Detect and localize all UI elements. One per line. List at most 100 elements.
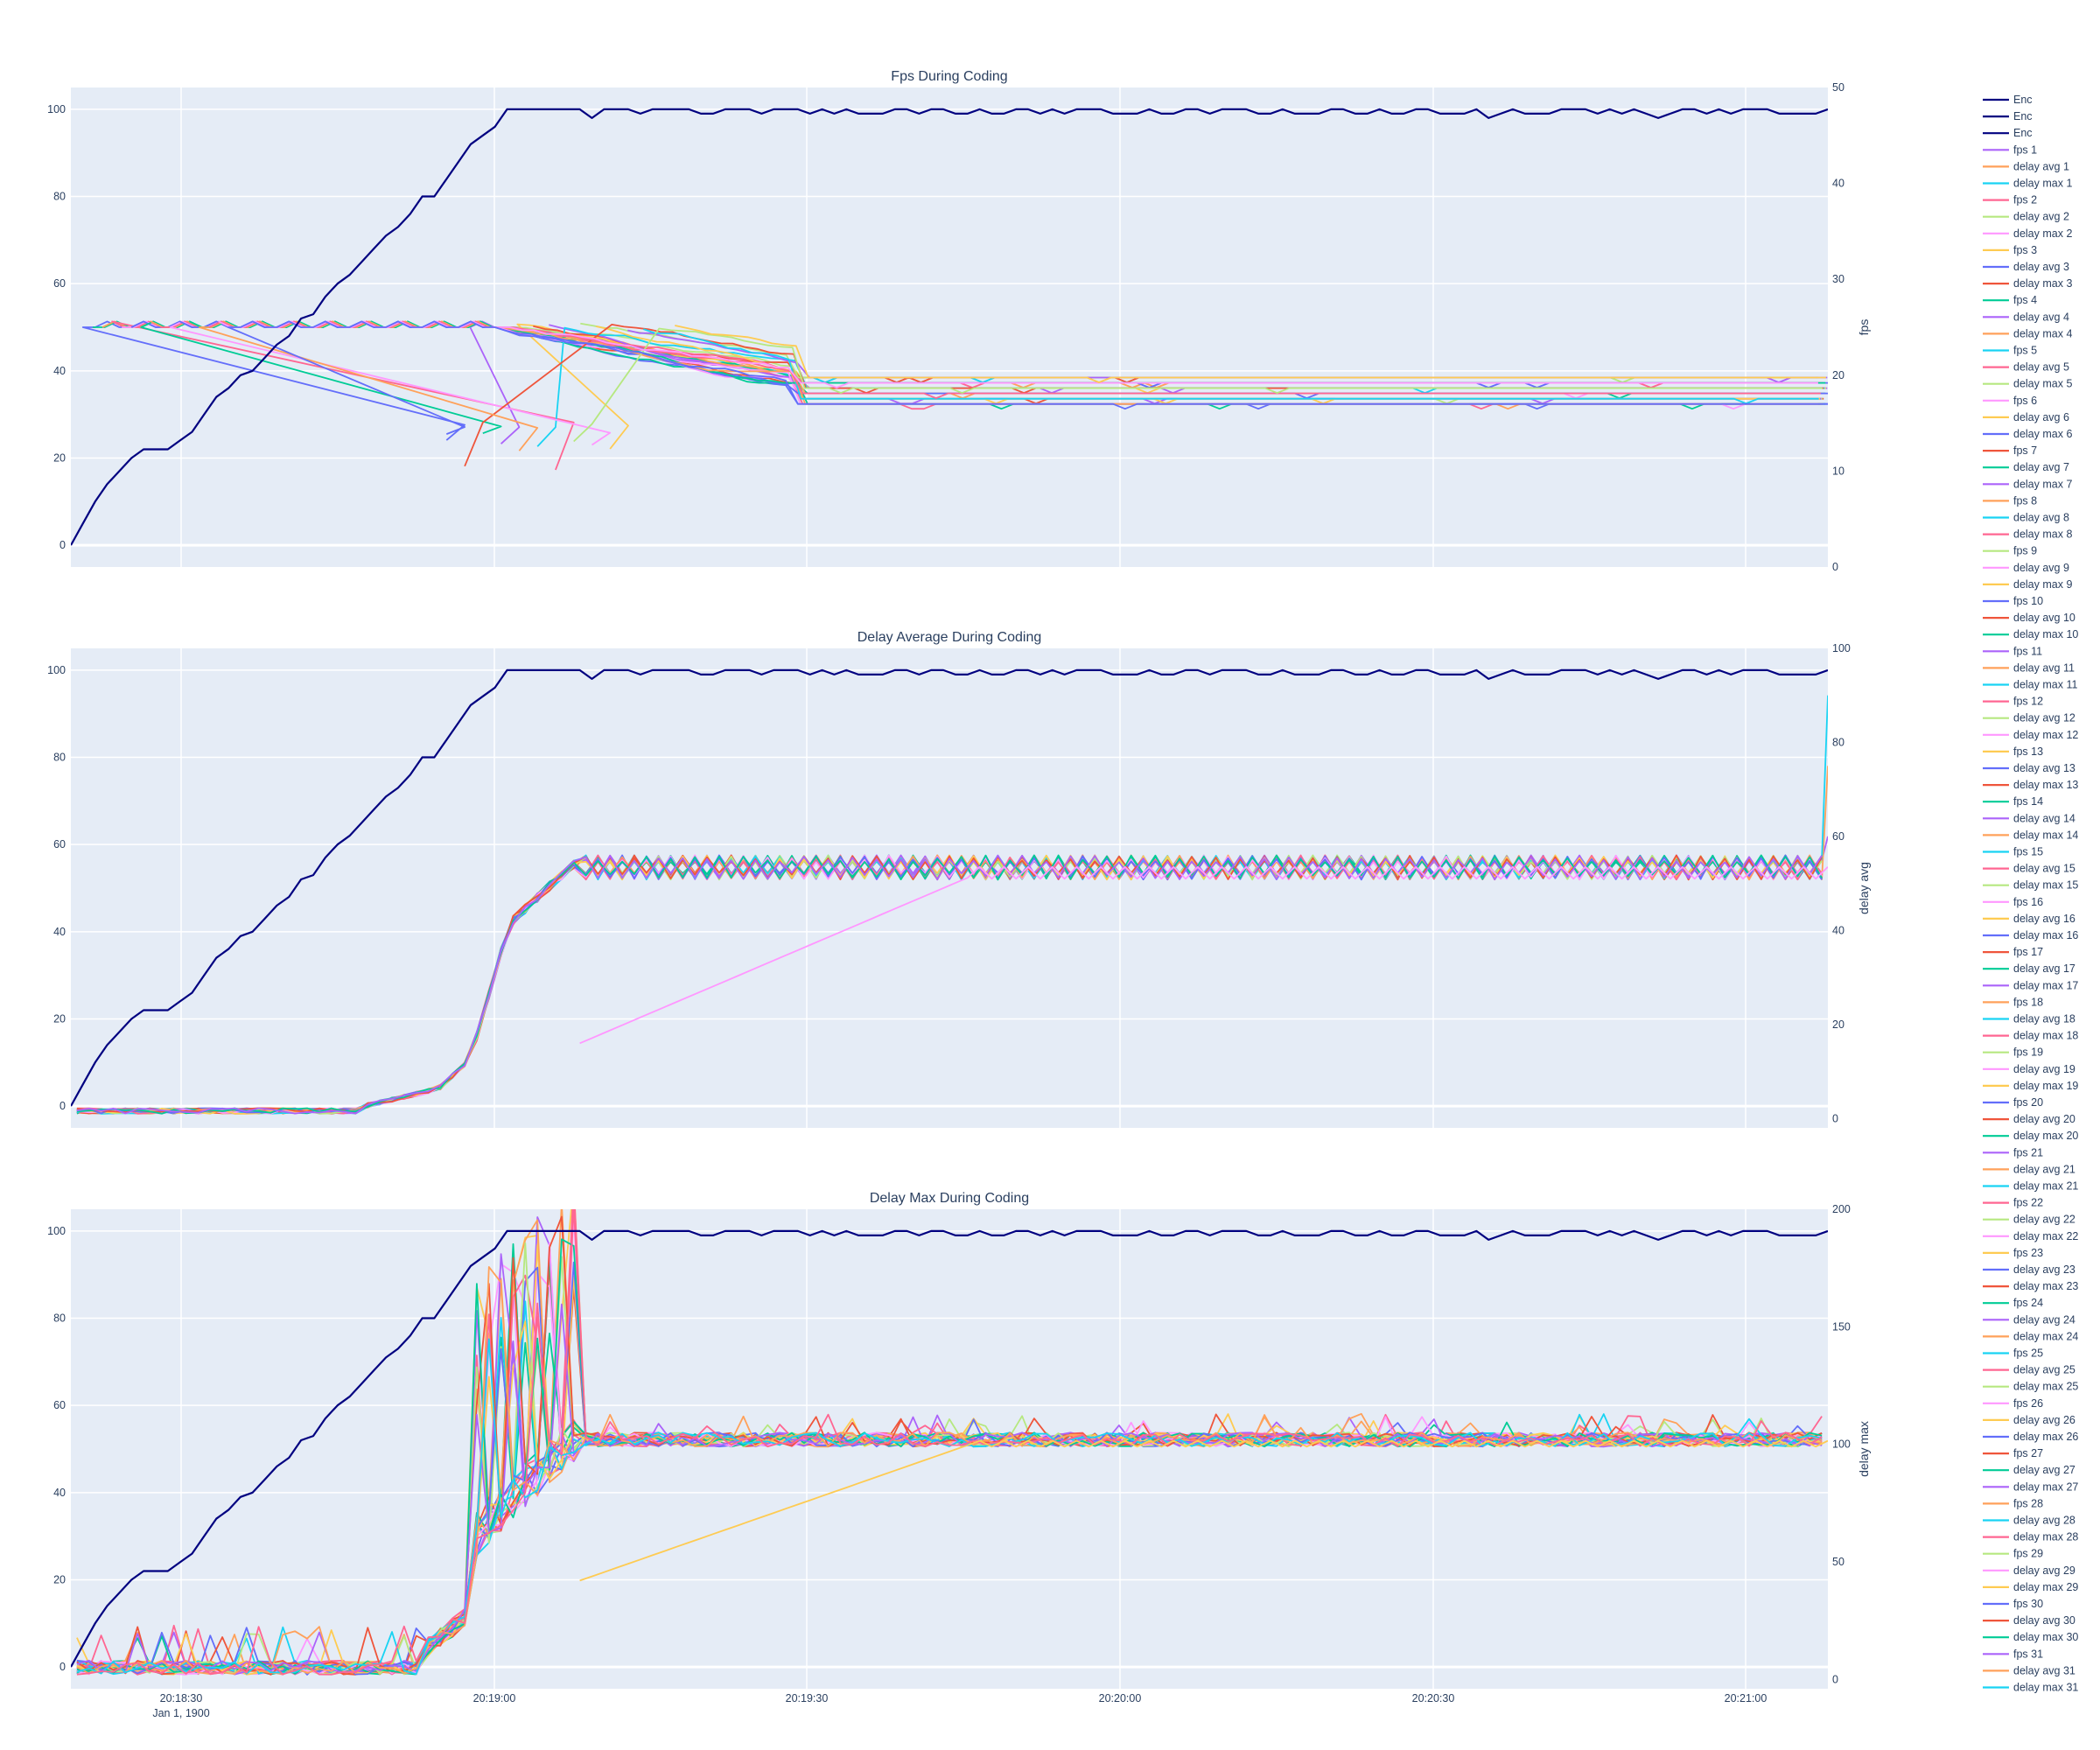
legend-item[interactable]: fps 2 xyxy=(1983,194,2037,206)
legend-item[interactable]: delay avg 15 xyxy=(1983,863,2076,875)
legend-item[interactable]: fps 13 xyxy=(1983,746,2043,758)
legend-item[interactable]: delay max 23 xyxy=(1983,1280,2078,1292)
legend-item[interactable]: fps 26 xyxy=(1983,1397,2043,1410)
legend-item[interactable]: delay max 4 xyxy=(1983,327,2072,340)
legend-item[interactable]: delay avg 28 xyxy=(1983,1515,2076,1527)
legend-item[interactable]: delay avg 27 xyxy=(1983,1464,2076,1476)
legend-item[interactable]: delay max 25 xyxy=(1983,1381,2078,1393)
legend-item[interactable]: delay max 2 xyxy=(1983,228,2072,240)
legend-item[interactable]: delay max 7 xyxy=(1983,478,2072,490)
legend-item[interactable]: delay avg 11 xyxy=(1983,662,2075,674)
legend-item[interactable]: delay avg 22 xyxy=(1983,1214,2076,1226)
legend-item[interactable]: fps 20 xyxy=(1983,1096,2043,1109)
legend-item[interactable]: delay max 19 xyxy=(1983,1080,2078,1092)
legend-item[interactable]: delay max 28 xyxy=(1983,1531,2078,1544)
legend-item[interactable]: delay avg 7 xyxy=(1983,461,2069,473)
legend-item[interactable]: delay avg 3 xyxy=(1983,261,2069,273)
legend-item[interactable]: delay max 26 xyxy=(1983,1431,2078,1443)
legend-item[interactable]: delay max 3 xyxy=(1983,277,2072,290)
legend-item[interactable]: delay avg 26 xyxy=(1983,1414,2076,1426)
legend-item[interactable]: fps 21 xyxy=(1983,1146,2043,1158)
legend-item[interactable]: delay avg 1 xyxy=(1983,160,2069,172)
legend-item[interactable]: delay avg 9 xyxy=(1983,562,2069,574)
legend-item[interactable]: delay avg 23 xyxy=(1983,1264,2076,1276)
legend-item[interactable]: fps 29 xyxy=(1983,1548,2043,1560)
legend-item[interactable]: fps 28 xyxy=(1983,1497,2043,1509)
legend-item[interactable]: delay max 30 xyxy=(1983,1631,2078,1643)
legend-item[interactable]: Enc xyxy=(1983,110,2033,122)
legend-label: fps 1 xyxy=(2013,144,2037,156)
legend-item[interactable]: fps 17 xyxy=(1983,946,2043,958)
legend-item[interactable]: delay max 12 xyxy=(1983,729,2078,741)
legend-item[interactable]: fps 25 xyxy=(1983,1348,2043,1360)
legend-item[interactable]: fps 19 xyxy=(1983,1046,2043,1059)
legend-item[interactable]: delay max 17 xyxy=(1983,979,2078,991)
legend-item[interactable]: delay avg 31 xyxy=(1983,1664,2076,1676)
legend-item[interactable]: delay avg 29 xyxy=(1983,1564,2076,1577)
legend-item[interactable]: delay avg 8 xyxy=(1983,512,2069,524)
legend-item[interactable]: delay avg 19 xyxy=(1983,1063,2076,1075)
legend-item[interactable]: delay max 21 xyxy=(1983,1180,2078,1193)
legend-item[interactable]: fps 30 xyxy=(1983,1598,2043,1610)
legend-item[interactable]: delay max 31 xyxy=(1983,1682,2078,1694)
legend-item[interactable]: fps 14 xyxy=(1983,795,2043,808)
legend-item[interactable]: delay max 24 xyxy=(1983,1330,2078,1342)
legend-item[interactable]: delay max 16 xyxy=(1983,929,2078,942)
legend-item[interactable]: fps 5 xyxy=(1983,345,2037,357)
legend-item[interactable]: delay max 15 xyxy=(1983,879,2078,892)
legend-item[interactable]: Enc xyxy=(1983,127,2033,139)
legend-item[interactable]: fps 8 xyxy=(1983,494,2037,507)
legend-item[interactable]: fps 11 xyxy=(1983,645,2042,657)
legend-item[interactable]: delay max 18 xyxy=(1983,1030,2078,1042)
legend-label: delay max 10 xyxy=(2013,628,2078,640)
legend-item[interactable]: delay avg 18 xyxy=(1983,1013,2076,1026)
legend-item[interactable]: delay avg 16 xyxy=(1983,913,2076,925)
legend-item[interactable]: fps 10 xyxy=(1983,595,2043,607)
legend-item[interactable]: delay max 8 xyxy=(1983,528,2072,541)
legend-label: delay max 18 xyxy=(2013,1030,2078,1042)
legend-item[interactable]: delay max 1 xyxy=(1983,178,2072,190)
legend-item[interactable]: delay max 22 xyxy=(1983,1230,2078,1242)
legend-item[interactable]: delay max 20 xyxy=(1983,1130,2078,1142)
legend-item[interactable]: delay avg 21 xyxy=(1983,1163,2076,1175)
legend-item[interactable]: fps 7 xyxy=(1983,444,2037,457)
legend-item[interactable]: delay max 13 xyxy=(1983,779,2078,791)
legend-item[interactable]: fps 6 xyxy=(1983,395,2037,407)
legend-item[interactable]: delay avg 14 xyxy=(1983,812,2076,824)
legend-item[interactable]: delay avg 25 xyxy=(1983,1364,2076,1376)
legend-item[interactable]: fps 3 xyxy=(1983,244,2037,256)
legend-item[interactable]: fps 9 xyxy=(1983,545,2037,557)
legend-item[interactable]: fps 16 xyxy=(1983,896,2043,908)
legend-item[interactable]: fps 15 xyxy=(1983,846,2043,858)
legend-item[interactable]: delay avg 4 xyxy=(1983,311,2069,323)
legend-item[interactable]: delay max 29 xyxy=(1983,1581,2078,1593)
legend-item[interactable]: fps 24 xyxy=(1983,1297,2043,1309)
series-line xyxy=(643,328,1819,404)
legend-item[interactable]: delay avg 5 xyxy=(1983,361,2069,374)
legend-item[interactable]: fps 22 xyxy=(1983,1197,2043,1209)
legend-item[interactable]: delay avg 13 xyxy=(1983,762,2076,774)
legend-item[interactable]: fps 4 xyxy=(1983,294,2037,306)
legend-item[interactable]: delay avg 2 xyxy=(1983,211,2069,223)
legend-item[interactable]: delay max 14 xyxy=(1983,829,2078,841)
legend-item[interactable]: fps 31 xyxy=(1983,1648,2043,1660)
legend-item[interactable]: delay avg 24 xyxy=(1983,1313,2076,1326)
legend-item[interactable]: delay avg 12 xyxy=(1983,712,2076,724)
legend-item[interactable]: delay avg 20 xyxy=(1983,1113,2076,1125)
legend-item[interactable]: Enc xyxy=(1983,94,2033,106)
legend-item[interactable]: fps 18 xyxy=(1983,996,2043,1008)
legend-item[interactable]: fps 23 xyxy=(1983,1247,2043,1259)
legend-item[interactable]: delay max 6 xyxy=(1983,428,2072,440)
legend-item[interactable]: delay max 9 xyxy=(1983,578,2072,591)
legend-item[interactable]: delay avg 30 xyxy=(1983,1614,2076,1627)
legend-item[interactable]: fps 12 xyxy=(1983,696,2043,708)
legend-item[interactable]: fps 1 xyxy=(1983,144,2037,156)
legend-item[interactable]: delay avg 17 xyxy=(1983,962,2076,975)
legend-item[interactable]: fps 27 xyxy=(1983,1447,2043,1460)
legend-item[interactable]: delay max 27 xyxy=(1983,1480,2078,1493)
legend-item[interactable]: delay max 10 xyxy=(1983,628,2078,640)
legend-item[interactable]: delay max 11 xyxy=(1983,679,2077,691)
legend-item[interactable]: delay max 5 xyxy=(1983,378,2072,390)
legend-item[interactable]: delay avg 6 xyxy=(1983,411,2069,424)
legend-item[interactable]: delay avg 10 xyxy=(1983,612,2076,624)
